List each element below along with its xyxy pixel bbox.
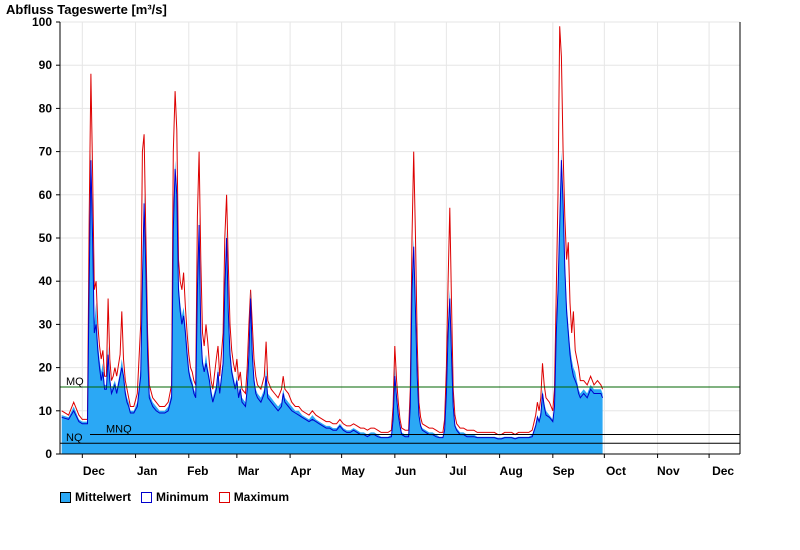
x-tick-label: Feb bbox=[187, 464, 208, 478]
x-tick-label: Apr bbox=[291, 464, 312, 478]
ref-label-nq: NQ bbox=[66, 432, 83, 444]
y-tick-label: 50 bbox=[39, 231, 53, 245]
x-tick-label: May bbox=[342, 464, 366, 478]
chart-title: Abfluss Tageswerte [m³/s] bbox=[6, 2, 167, 17]
series-line-minimum bbox=[61, 160, 604, 440]
y-tick-label: 20 bbox=[39, 361, 53, 375]
y-tick-label: 100 bbox=[32, 15, 52, 29]
legend-swatch-maximum bbox=[218, 491, 230, 503]
ref-label-mnq: MNQ bbox=[106, 424, 132, 436]
legend-item-minimum: Minimum bbox=[141, 490, 209, 504]
ref-label-mq: MQ bbox=[66, 376, 84, 388]
legend-item-maximum: Maximum bbox=[218, 490, 290, 504]
y-tick-label: 90 bbox=[39, 58, 53, 72]
x-tick-label: Dec bbox=[712, 464, 734, 478]
legend: Mittelwert Minimum Maximum bbox=[60, 490, 289, 504]
y-tick-label: 60 bbox=[39, 188, 53, 202]
y-tick-label: 70 bbox=[39, 145, 53, 159]
x-tick-label: Mar bbox=[238, 464, 260, 478]
x-axis-ticks: Dec Jan Feb Mar Apr May Jun Jul Aug Sep Oct Nov Dec bbox=[81, 454, 734, 478]
y-tick-label: 80 bbox=[39, 101, 53, 115]
y-tick-label: 30 bbox=[39, 317, 53, 331]
x-tick-label: Dec bbox=[83, 464, 105, 478]
y-tick-label: 0 bbox=[45, 447, 52, 461]
x-tick-label: Aug bbox=[500, 464, 523, 478]
reference-lines: MQ MNQ NQ bbox=[60, 376, 740, 444]
x-tick-label: Sep bbox=[553, 464, 575, 478]
x-tick-label: Oct bbox=[606, 464, 626, 478]
legend-label-minimum: Minimum bbox=[156, 490, 209, 504]
legend-label-maximum: Maximum bbox=[233, 490, 290, 504]
legend-item-mittelwert: Mittelwert bbox=[60, 490, 131, 504]
x-tick-label: Nov bbox=[657, 464, 680, 478]
y-tick-label: 40 bbox=[39, 274, 53, 288]
grid-layer bbox=[60, 21, 740, 454]
legend-swatch-minimum bbox=[141, 491, 153, 503]
x-tick-label: Jun bbox=[395, 464, 416, 478]
series-area-mittelwert bbox=[61, 151, 603, 454]
series-layer bbox=[61, 26, 604, 454]
legend-swatch-mittelwert bbox=[60, 491, 71, 503]
x-tick-label: Jan bbox=[137, 464, 158, 478]
y-axis-ticks: 0 10 20 30 40 50 60 70 80 90 100 bbox=[32, 15, 60, 461]
legend-label-mittelwert: Mittelwert bbox=[75, 490, 132, 504]
x-tick-label: Jul bbox=[449, 464, 466, 478]
y-tick-label: 10 bbox=[39, 404, 53, 418]
